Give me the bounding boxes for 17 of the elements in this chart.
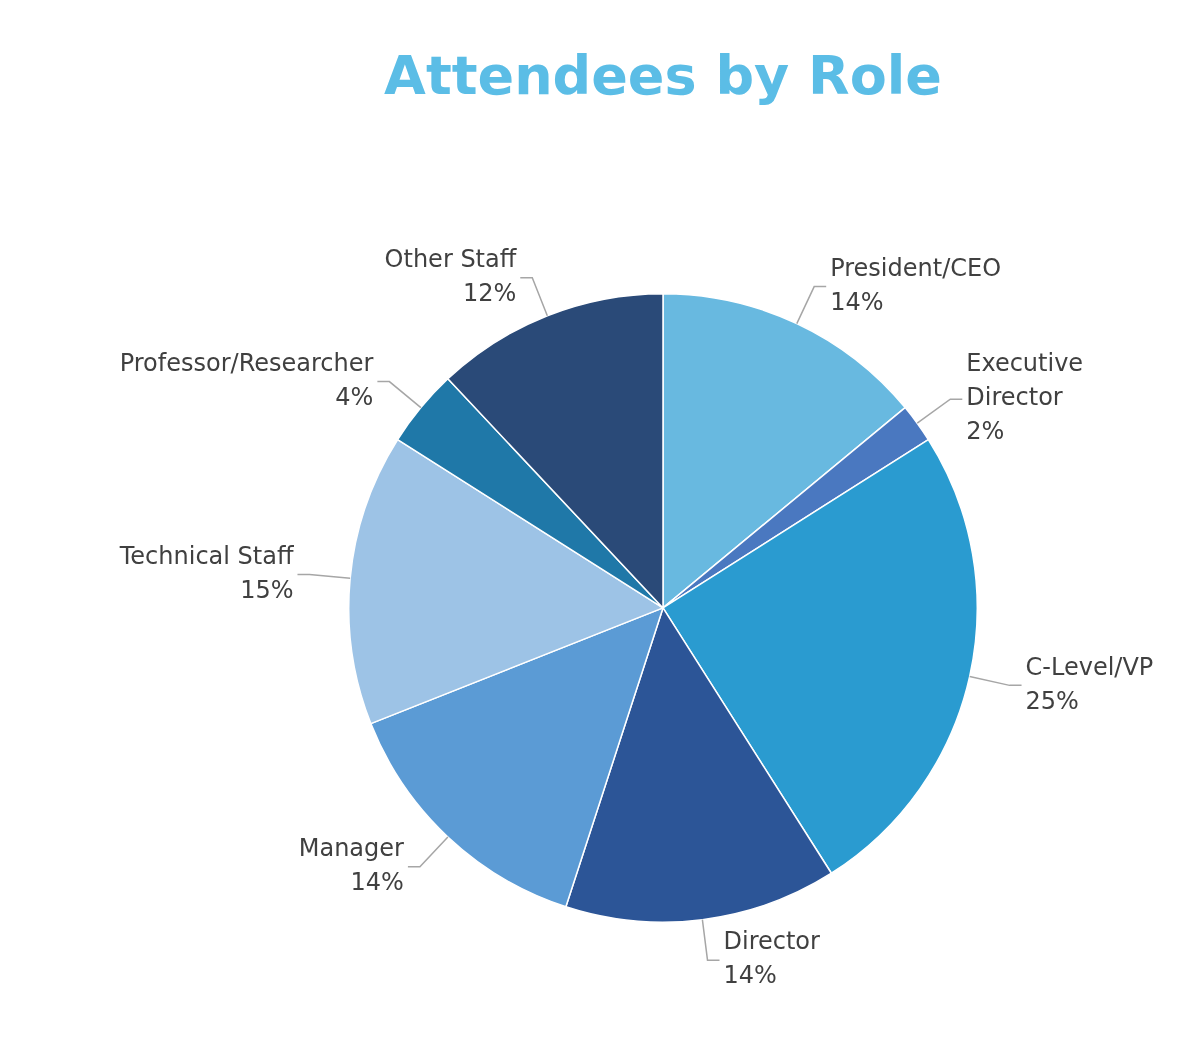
data-label: 25% [1025,686,1079,715]
data-label: 14% [723,961,777,990]
data-label: 14% [830,287,884,316]
data-label: 12% [462,278,517,307]
data-label: 2% [966,417,1005,446]
slice-label: Executive Director [966,349,1084,412]
data-label: 15% [240,575,294,604]
data-label: 4% [335,382,374,411]
slice-label: President/CEO [830,253,1002,282]
slice-label: Professor/Researcher [119,348,374,377]
slice-label: C-Level/VP [1025,652,1154,681]
slice-label: Manager [298,833,405,862]
slice-label: Other Staff [384,244,517,273]
data-label: 14% [350,867,404,896]
chart-title: Attendees by Role [384,44,942,108]
slice-label: Director [723,927,821,956]
slice-label: Technical Staff [118,541,294,570]
